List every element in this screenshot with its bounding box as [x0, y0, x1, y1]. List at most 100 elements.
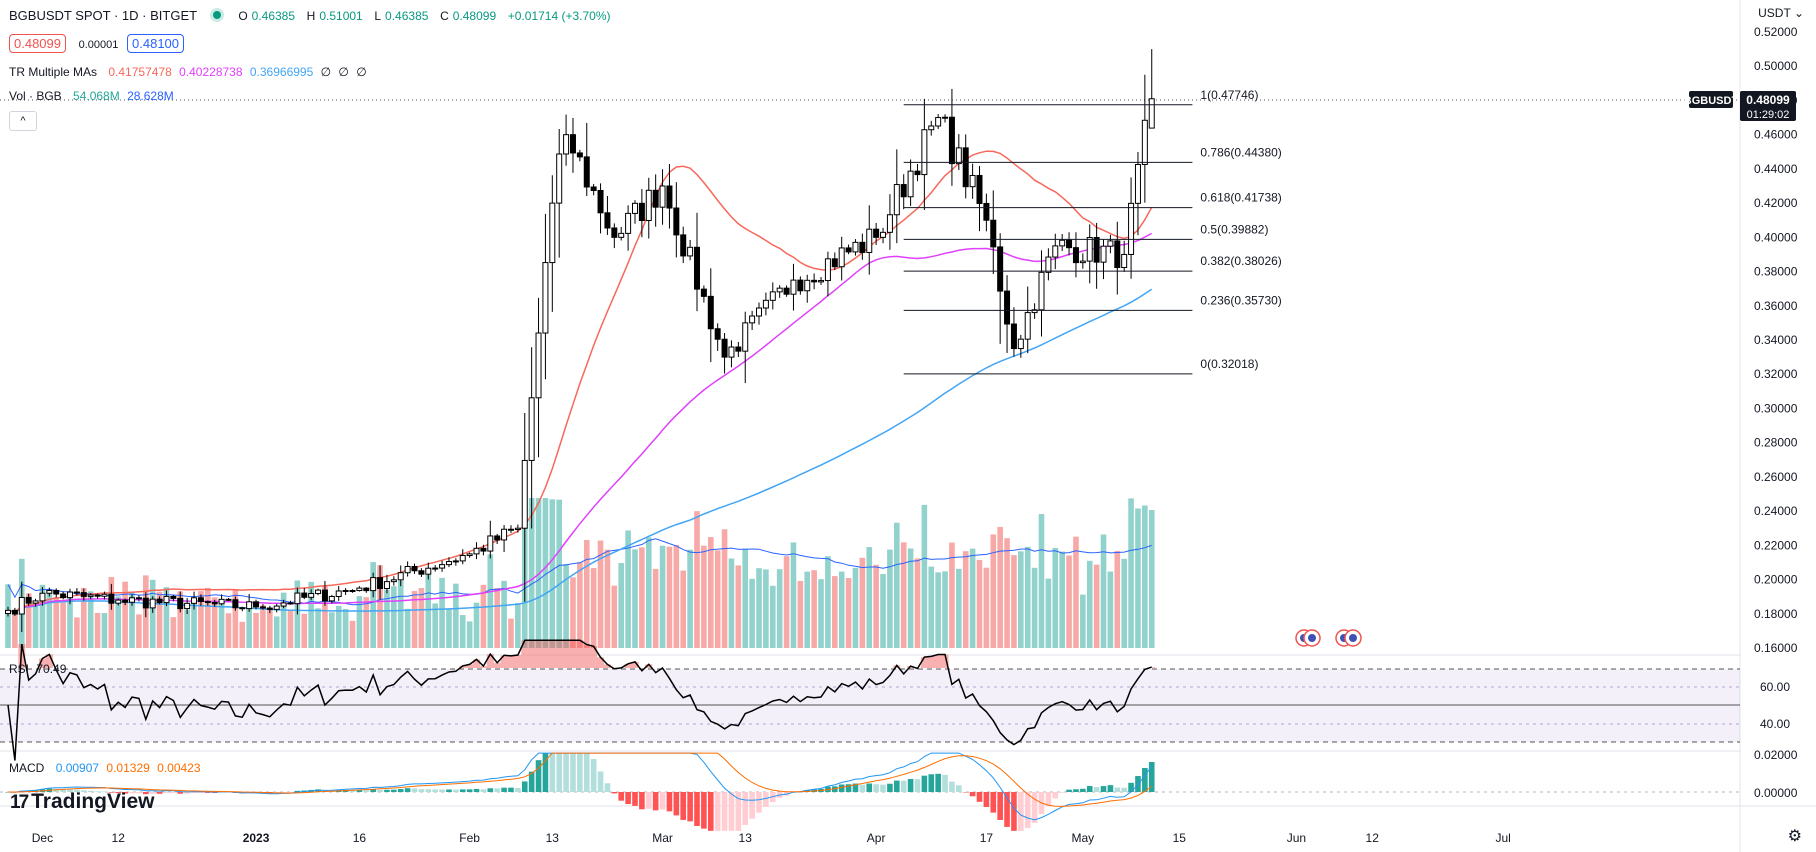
candle-body	[191, 597, 198, 604]
macd-histogram-bar	[356, 789, 363, 792]
time-tick: Jun	[1287, 831, 1306, 845]
macd-histogram-bar	[1066, 789, 1072, 792]
macd-histogram-bar	[983, 792, 990, 807]
macd-histogram-bar	[880, 784, 886, 792]
macd-histogram-bar	[149, 792, 156, 794]
collapse-legend-button[interactable]: ^	[9, 111, 37, 131]
macd-histogram-bar	[1031, 792, 1038, 823]
candle-body	[824, 258, 831, 282]
rsi-legend[interactable]: RSI 70.49	[9, 662, 70, 676]
candle-body	[990, 219, 997, 248]
volume-bar	[122, 581, 128, 648]
symbol-title[interactable]: BGBUSDT SPOT · 1D · BITGET	[9, 8, 198, 23]
volume-bar	[466, 621, 473, 648]
candle-body	[432, 567, 439, 570]
price-tick: 0.16000	[1754, 641, 1798, 655]
macd-histogram-bar	[87, 790, 94, 792]
candle-body	[1059, 239, 1066, 247]
macd-histogram-bar	[432, 789, 438, 792]
macd-histogram-bar	[852, 783, 859, 792]
candle-body	[142, 597, 149, 609]
price-tick: 0.40000	[1754, 230, 1798, 244]
macd-histogram-bar	[563, 753, 569, 792]
candle-body	[556, 153, 563, 204]
volume-bar	[308, 581, 314, 648]
candle-body	[73, 591, 80, 594]
volume-bar	[928, 566, 935, 648]
macd-histogram-bar	[129, 792, 135, 794]
macd-histogram-bar	[838, 784, 845, 792]
volume-bar	[163, 587, 170, 648]
macd-histogram-bar	[962, 792, 969, 793]
candle-body	[762, 299, 769, 309]
volume-bar	[411, 590, 418, 648]
volume-bar	[1004, 538, 1010, 648]
candle-body	[80, 592, 87, 597]
candle-body	[838, 247, 845, 268]
low-label: L	[374, 9, 382, 23]
fib-label: 0.382(0.38026)	[1200, 254, 1281, 268]
bid-ask-row: 0.48099 0.00001 0.48100	[9, 34, 188, 53]
candle-body	[590, 186, 597, 191]
candle-body	[873, 228, 880, 238]
volume-bar	[577, 562, 583, 648]
volume-bar	[887, 549, 893, 648]
market-status-icon	[212, 11, 221, 19]
volume-bar	[1031, 567, 1038, 648]
volume-bar	[446, 609, 452, 648]
macd-histogram-bar	[707, 792, 714, 831]
candle-body	[866, 228, 873, 253]
volume-bar	[1059, 551, 1065, 648]
macd-histogram-bar	[459, 789, 466, 792]
candle-body	[246, 601, 253, 610]
volume-bar	[873, 564, 879, 648]
volume-bar	[1045, 578, 1052, 648]
volume-bar	[962, 551, 969, 648]
macd-histogram-bar	[701, 792, 707, 829]
macd-histogram-bar	[921, 775, 928, 792]
macd-histogram-bar	[370, 789, 376, 792]
gear-icon[interactable]: ⚙	[1787, 828, 1802, 845]
macd-histogram-bar	[391, 789, 397, 792]
macd-histogram-bar	[590, 759, 597, 792]
macd-histogram-bar	[935, 773, 941, 792]
ask-button[interactable]: 0.48100	[127, 34, 185, 53]
rsi-line	[7, 639, 1152, 761]
bid-button[interactable]: 0.48099	[9, 34, 66, 53]
volume-bar	[191, 599, 197, 648]
currency-selector[interactable]: USDT ⌄	[1758, 6, 1804, 20]
candle-body	[473, 547, 480, 555]
volume-bar	[397, 580, 404, 648]
volume-indicator-name: Vol · BGB	[9, 89, 62, 103]
ma-legend[interactable]: TR Multiple MAs 0.41757478 0.40228738 0.…	[9, 65, 371, 79]
volume-bar	[439, 577, 445, 648]
volume-bar	[273, 616, 280, 648]
volume-bar	[659, 545, 666, 648]
volume-bar	[115, 596, 122, 648]
tradingview-logo[interactable]: 17 TradingView	[10, 790, 154, 814]
macd-histogram-bar	[680, 792, 687, 820]
candle-body	[1128, 202, 1135, 255]
candle-body	[914, 170, 921, 176]
candle-body	[156, 598, 163, 604]
candle-body	[673, 207, 680, 236]
volume-bar	[1121, 558, 1127, 648]
macd-legend[interactable]: MACD 0.00907 0.01329 0.00423	[9, 761, 205, 775]
volume-bar	[239, 621, 246, 648]
macd-histogram-bar	[101, 791, 108, 793]
macd-histogram-bar	[487, 788, 494, 792]
volume-bar	[391, 586, 397, 648]
candle-body	[1052, 245, 1059, 258]
volume-legend[interactable]: Vol · BGB 54.068M 28.628M	[9, 89, 178, 103]
macd-histogram-bar	[501, 787, 507, 792]
volume-bar	[67, 592, 73, 648]
candle-body	[383, 581, 390, 590]
candle-body	[445, 561, 452, 566]
macd-histogram-bar	[1086, 786, 1093, 792]
candle-body	[1134, 163, 1141, 204]
macd-histogram-bar	[1018, 792, 1024, 831]
macd-histogram-bar	[673, 792, 680, 816]
candle-body	[859, 241, 866, 253]
macd-histogram-bar	[845, 784, 852, 792]
